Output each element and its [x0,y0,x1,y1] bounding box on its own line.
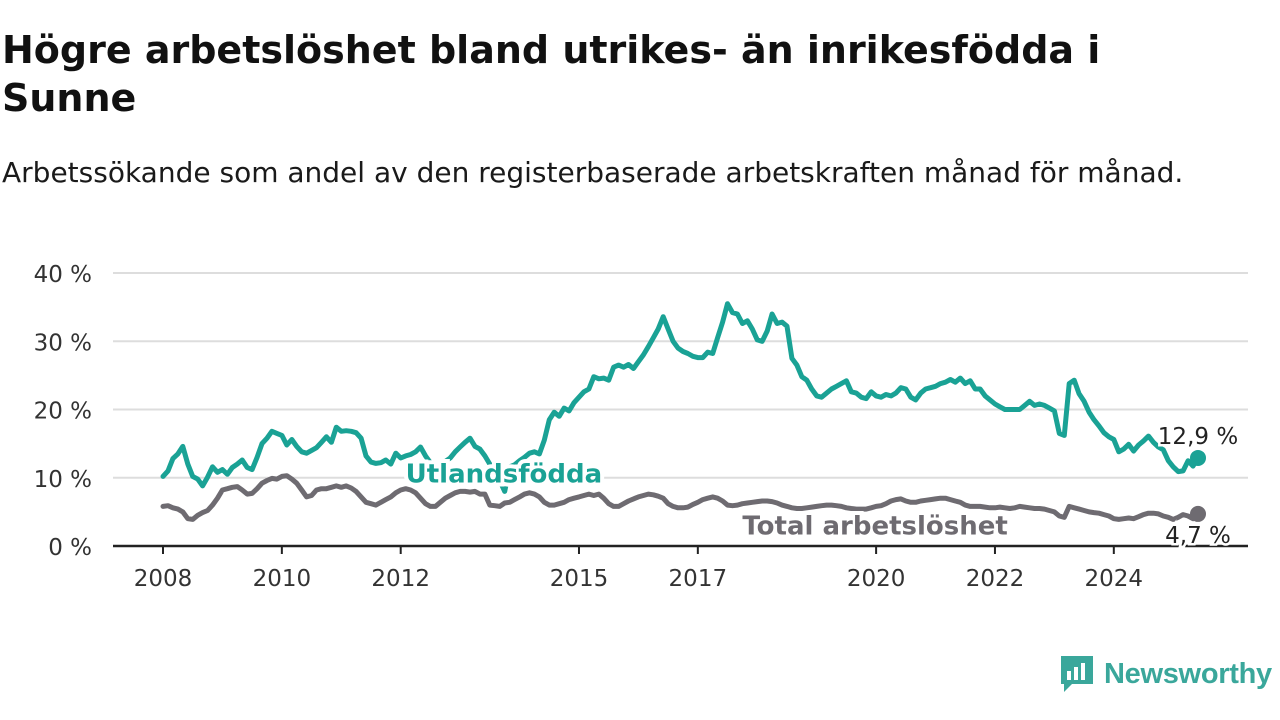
y-tick-label: 40 % [34,262,92,288]
y-tick-label: 10 % [34,467,92,493]
x-tick-label: 2024 [1085,566,1144,592]
series-label-foreign-born: Utlandsfödda [406,460,603,490]
series-line-total [160,473,1201,522]
x-tick-label: 2020 [847,566,906,592]
series-end-label: 4,7 % [1165,523,1231,549]
x-tick-label: 2015 [550,566,609,592]
gridlines [113,272,1248,479]
x-tick-label: 2010 [253,566,312,592]
series-end-label: 12,9 % [1158,424,1238,450]
line-chart: 0 % 10 % 20 % 30 % 40 % 2008 2010 2012 2015 2017… [34,262,1248,592]
chart-title: Högre arbetslöshet bland utrikes- än inr… [2,28,1101,120]
series-line-foreign-born [160,301,1201,494]
y-tick-label: 0 % [48,535,92,561]
logo-text: Newsworthy [1104,657,1272,690]
x-tick-label: 2017 [669,566,728,592]
series-labels: 12,9 % 4,7 % Utlandsfödda Total arbetslöshe… [402,421,1241,551]
chart-subtitle: Arbetssökande som andel av den registerb… [2,156,1184,189]
x-tick-label: 2008 [134,566,193,592]
newsworthy-chart-bubble-icon [1061,656,1093,692]
series-lines [160,301,1206,522]
x-axis: 2008 2010 2012 2015 2017 2020 2022 2024 [113,544,1248,592]
y-axis-tick-labels: 0 % 10 % 20 % 30 % 40 % [34,262,92,561]
x-tick-label: 2012 [371,566,430,592]
series-end-point [1190,449,1206,466]
newsworthy-logo: Newsworthy [1058,654,1272,694]
y-tick-label: 30 % [34,330,92,356]
series-end-point [1190,505,1206,522]
series-label-total: Total arbetslöshet [742,512,1007,542]
x-tick-label: 2022 [966,566,1025,592]
y-tick-label: 20 % [34,399,92,425]
